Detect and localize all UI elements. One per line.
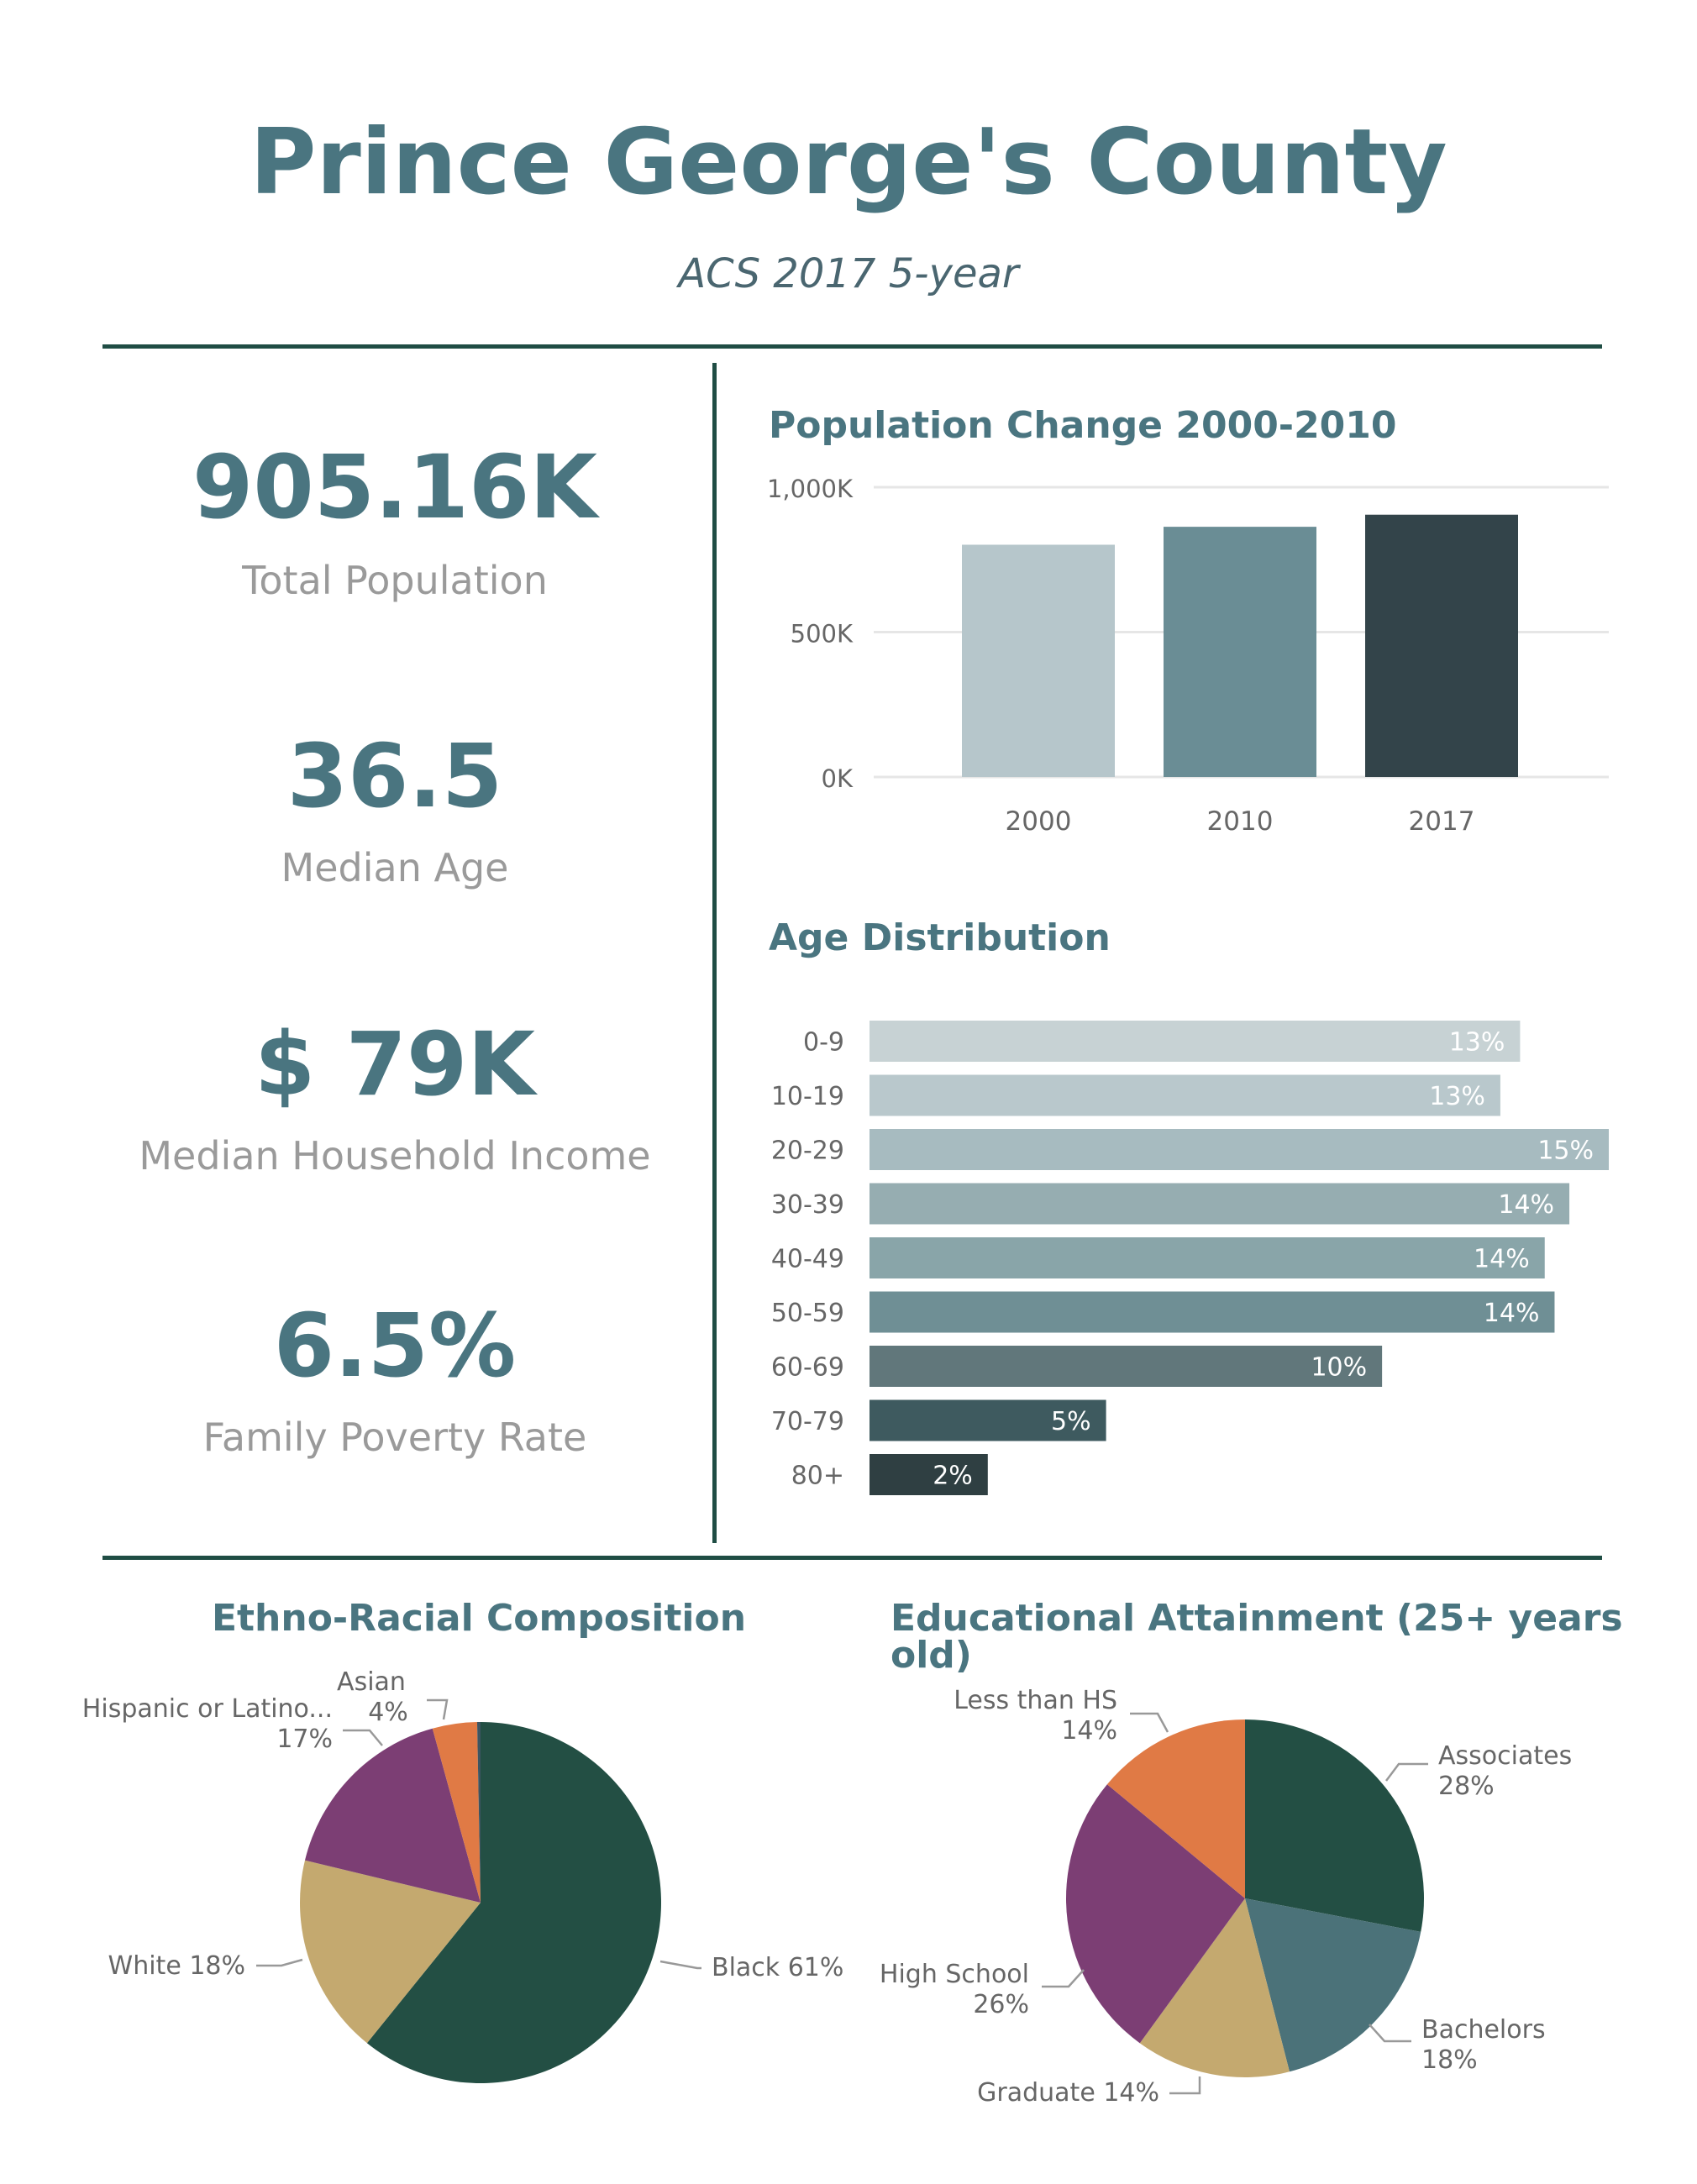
pie-label: 18% bbox=[1421, 2045, 1478, 2075]
kpi-poverty-rate-value: 6.5% bbox=[273, 1294, 517, 1397]
age-category-label: 80+ bbox=[791, 1462, 844, 1491]
pie-slice bbox=[476, 1722, 481, 1903]
age-bar bbox=[870, 1074, 1500, 1116]
pie-label: 4% bbox=[368, 1698, 408, 1727]
leader-line bbox=[1130, 1712, 1169, 1733]
age-category-label: 10-19 bbox=[771, 1082, 844, 1111]
age-category-label: 20-29 bbox=[771, 1137, 844, 1166]
age-category-label: 0-9 bbox=[803, 1028, 844, 1058]
leader-line bbox=[256, 1958, 303, 1967]
age-category-label: 40-49 bbox=[771, 1245, 844, 1274]
kpi-median-age-value: 36.5 bbox=[286, 725, 503, 827]
age-value-label: 14% bbox=[1498, 1190, 1554, 1220]
kpi-median-age-label: Median Age bbox=[281, 845, 509, 890]
pie-slice bbox=[432, 1722, 481, 1903]
pie-slice bbox=[1245, 1898, 1421, 2072]
page-subtitle: ACS 2017 5-year bbox=[678, 250, 1019, 297]
pie-label: Hispanic or Latino... bbox=[82, 1694, 333, 1724]
age-value-label: 5% bbox=[1051, 1407, 1091, 1436]
pie-label: Black 61% bbox=[712, 1953, 843, 1982]
pie-label: 28% bbox=[1438, 1772, 1495, 1801]
leader-line bbox=[1385, 1762, 1428, 1782]
y-tick-label: 0K bbox=[822, 764, 854, 793]
kpi-median-income-label: Median Household Income bbox=[139, 1133, 651, 1179]
kpi-median-income-value: $ 79K bbox=[255, 1013, 535, 1116]
age-chart-title: Age Distribution bbox=[769, 916, 1111, 959]
pie-label: Asian bbox=[337, 1667, 406, 1697]
pie-label: Graduate 14% bbox=[977, 2078, 1159, 2108]
pie-label: Bachelors bbox=[1421, 2015, 1546, 2045]
age-category-label: 30-39 bbox=[771, 1190, 844, 1220]
ethno-racial-pie-chart: Black 61% White 18% Hispanic or Latino...1… bbox=[82, 1667, 843, 2083]
pie-label: 17% bbox=[276, 1725, 333, 1754]
leader-line bbox=[659, 1960, 701, 1970]
age-value-label: 13% bbox=[1449, 1028, 1505, 1058]
age-bar bbox=[870, 1021, 1521, 1062]
age-category-label: 60-69 bbox=[771, 1353, 844, 1383]
y-tick-label: 1,000K bbox=[767, 475, 854, 503]
population-bar bbox=[1365, 514, 1518, 777]
age-value-label: 13% bbox=[1429, 1082, 1485, 1111]
age-value-label: 15% bbox=[1537, 1137, 1594, 1166]
age-value-label: 2% bbox=[933, 1462, 973, 1491]
education-chart-title: Educational Attainment (25+ years old) bbox=[891, 1597, 1623, 1677]
x-tick-label: 2017 bbox=[1409, 806, 1475, 837]
pie-slice bbox=[1245, 1719, 1424, 1932]
leader-line bbox=[1042, 1969, 1085, 1988]
age-bar bbox=[870, 1346, 1383, 1387]
y-tick-label: 500K bbox=[791, 620, 854, 648]
age-category-label: 50-59 bbox=[771, 1299, 844, 1328]
vertical-divider bbox=[712, 363, 717, 1543]
age-bar bbox=[870, 1454, 988, 1495]
age-value-label: 14% bbox=[1484, 1299, 1540, 1328]
pie-slice bbox=[304, 1728, 481, 1903]
x-tick-label: 2010 bbox=[1207, 806, 1274, 837]
kpi-poverty-rate-label: Family Poverty Rate bbox=[202, 1415, 587, 1460]
pie-slice bbox=[299, 1860, 481, 2044]
pie-label: Less than HS bbox=[954, 1686, 1117, 1715]
leader-line bbox=[427, 1698, 449, 1720]
pie-slice bbox=[366, 1722, 662, 2083]
pie-label: White 18% bbox=[108, 1951, 245, 1981]
ethno-chart-title: Ethno-Racial Composition bbox=[211, 1597, 747, 1640]
leader-line bbox=[1369, 2024, 1411, 2043]
kpi-total-population-label: Total Population bbox=[242, 558, 548, 603]
pie-slice bbox=[1066, 1784, 1245, 2044]
pie-label: High School bbox=[880, 1960, 1029, 1989]
age-bar bbox=[870, 1237, 1545, 1278]
age-bar bbox=[870, 1291, 1555, 1333]
x-tick-label: 2000 bbox=[1006, 806, 1072, 837]
age-bar bbox=[870, 1183, 1570, 1225]
kpi-total-population-value: 905.16K bbox=[192, 436, 597, 538]
population-bar bbox=[1164, 527, 1316, 777]
leader-line bbox=[343, 1729, 383, 1746]
population-chart-title: Population Change 2000-2010 bbox=[769, 404, 1397, 447]
pie-label: Associates bbox=[1438, 1741, 1572, 1771]
population-bar-chart: 0K 500K 1,000K 2000 2010 2017 bbox=[767, 475, 1609, 837]
age-value-label: 10% bbox=[1311, 1353, 1367, 1383]
age-bar bbox=[870, 1399, 1106, 1441]
pie-slice bbox=[1106, 1719, 1245, 1898]
bottom-divider bbox=[102, 1556, 1602, 1560]
age-bar bbox=[870, 1129, 1609, 1170]
pie-label: 14% bbox=[1061, 1716, 1117, 1746]
age-category-label: 70-79 bbox=[771, 1407, 844, 1436]
page-title: Prince George's County bbox=[250, 110, 1447, 215]
age-value-label: 14% bbox=[1474, 1245, 1530, 1274]
pie-label: 26% bbox=[973, 1990, 1029, 2019]
population-bar bbox=[962, 544, 1115, 777]
age-distribution-chart: 0-9 13% 10-19 13% 20-29 15% 30-39 14% 40-49 14% 50… bbox=[771, 1021, 1609, 1495]
top-divider bbox=[102, 344, 1602, 349]
leader-line bbox=[1169, 2076, 1201, 2095]
pie-slice bbox=[1139, 1898, 1290, 2077]
